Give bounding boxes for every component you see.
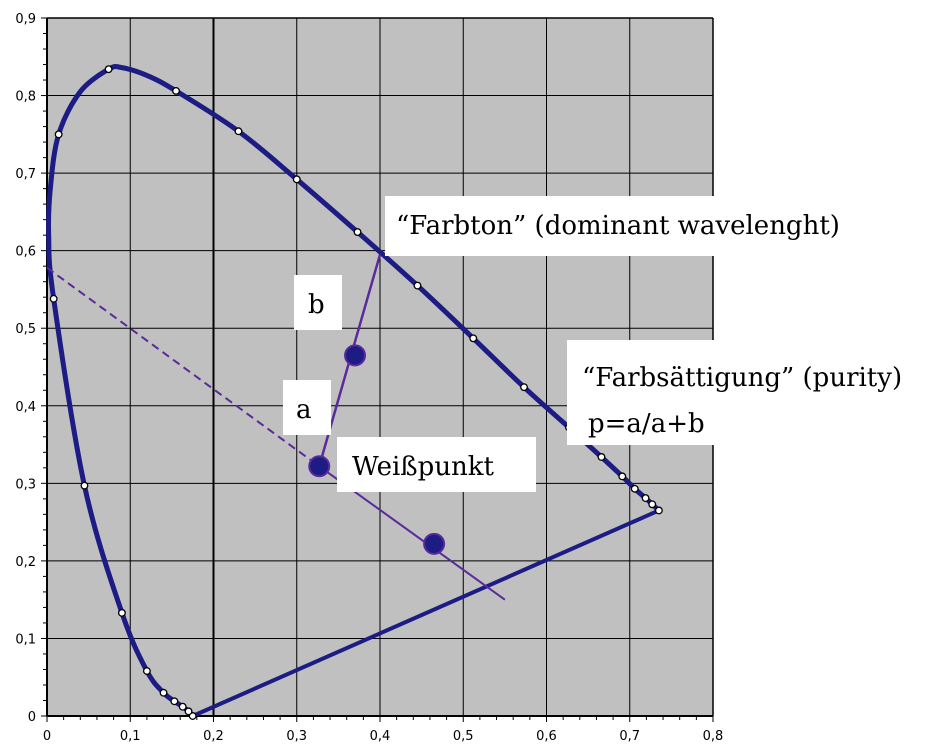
locus-marker — [142, 667, 151, 675]
weisspunkt-label-box — [337, 437, 536, 492]
purity-formula: p=a/a+b — [588, 409, 705, 439]
x-tick-label: 0,1 — [120, 729, 141, 744]
locus-marker — [292, 175, 301, 184]
data-point — [308, 455, 331, 478]
series-layer — [45, 64, 663, 720]
y-axis-tick-labels: 0 0,1 0,2 0,3 0,4 0,5 0,6 0,7 0,8 0,9 — [15, 12, 36, 725]
farbton-label: “Farbton” (dominant wavelenght) — [396, 211, 840, 241]
locus-marker — [49, 294, 58, 303]
y-tick-label: 0,9 — [15, 12, 36, 27]
x-tick-label: 0,5 — [453, 729, 474, 744]
locus-marker — [413, 281, 422, 290]
purity-label-box — [567, 340, 943, 445]
locus-marker — [172, 86, 180, 95]
y-tick-label: 0,2 — [15, 555, 36, 570]
farbton-label-box — [385, 196, 913, 256]
locus-marker — [234, 127, 243, 136]
y-tick-label: 0,6 — [15, 245, 36, 260]
locus-marker — [54, 130, 63, 139]
locus-marker — [353, 228, 362, 237]
locus-marker — [159, 688, 168, 697]
a-label-box — [283, 380, 331, 435]
y-tick-label: 0,3 — [15, 477, 36, 492]
minor-ticks — [41, 17, 714, 722]
locus-marker — [641, 494, 650, 503]
purple-line — [190, 508, 661, 718]
y-tick-label: 0,8 — [15, 90, 36, 105]
locus-marker — [654, 506, 663, 515]
x-tick-label: 0,4 — [370, 729, 391, 744]
x-tick-label: 0 — [43, 729, 51, 744]
locus-marker — [104, 65, 113, 74]
y-tick-label: 0,1 — [15, 632, 36, 647]
data-point — [423, 532, 446, 555]
x-tick-label: 0,2 — [203, 729, 224, 744]
x-axis-tick-labels: 0 0,1 0,2 0,3 0,4 0,5 0,6 0,7 0,8 — [43, 729, 723, 744]
locus-marker — [170, 697, 179, 706]
locus-marker — [117, 608, 126, 617]
a-label: a — [296, 395, 312, 425]
locus-marker — [184, 707, 193, 716]
locus-marker — [630, 484, 639, 493]
purity-label: “Farbsättigung” (purity) — [582, 363, 902, 393]
x-tick-label: 0,7 — [619, 729, 640, 744]
b-label-box — [294, 275, 342, 330]
locus-marker — [80, 481, 89, 490]
annotation-layer: “Farbton” (dominant wavelenght) b “Farbs… — [283, 196, 943, 492]
locus-marker — [648, 500, 657, 509]
locus-marker — [469, 334, 478, 343]
x-tick-label: 0,6 — [536, 729, 557, 744]
y-tick-label: 0,5 — [15, 322, 36, 337]
y-tick-label: 0,4 — [15, 400, 36, 415]
data-point — [344, 344, 367, 367]
b-label: b — [308, 290, 325, 320]
x-tick-label: 0,3 — [286, 729, 307, 744]
dashed-line — [46, 266, 320, 468]
weisspunkt-label: Weißpunkt — [352, 452, 495, 482]
locus-marker — [597, 453, 606, 461]
locus-marker — [618, 472, 627, 481]
y-tick-label: 0 — [28, 710, 36, 725]
locus-marker — [178, 702, 187, 711]
y-tick-label: 0,7 — [15, 167, 36, 182]
x-tick-label: 0,8 — [703, 729, 724, 744]
locus-marker — [520, 383, 528, 392]
